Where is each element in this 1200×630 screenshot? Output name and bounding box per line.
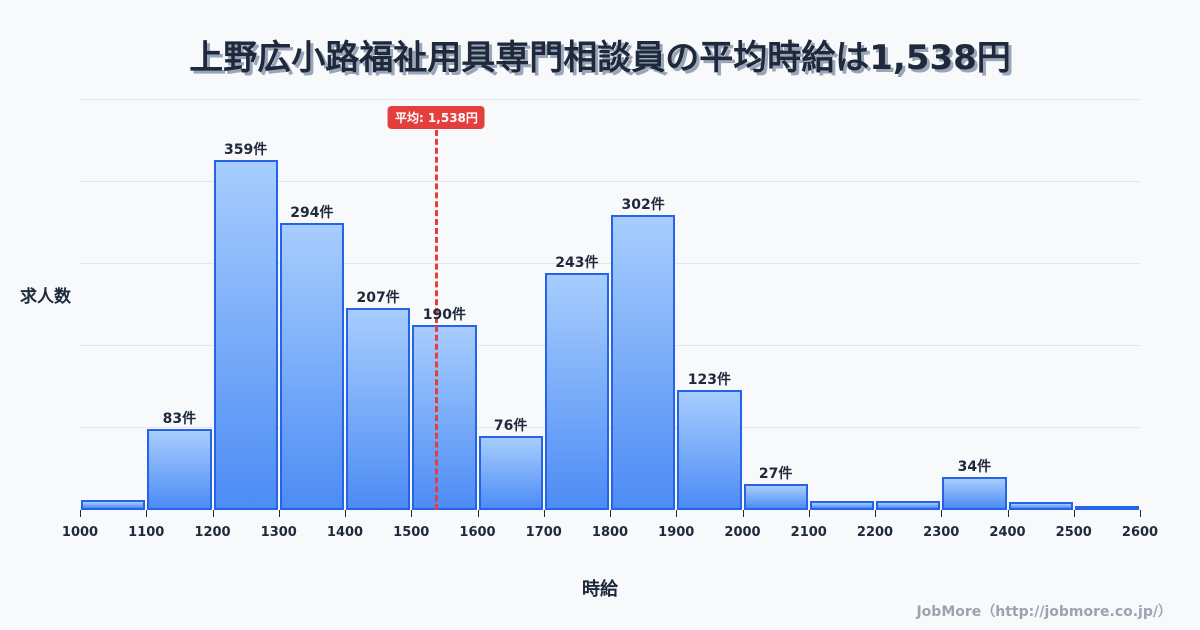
bar-value-label: 123件 xyxy=(687,371,731,388)
gridline xyxy=(80,345,1140,346)
histogram-bar xyxy=(412,324,477,510)
histogram-bar xyxy=(478,435,543,510)
x-tick-label: 2200 xyxy=(856,525,894,540)
source-credit: JobMore（http://jobmore.co.jp/） xyxy=(916,604,1172,620)
bar-value-label: 83件 xyxy=(162,410,197,427)
x-tick xyxy=(80,510,81,517)
x-tick-label: 1700 xyxy=(525,525,562,540)
x-tick xyxy=(146,510,148,517)
x-tick xyxy=(1007,510,1009,517)
gridline xyxy=(80,181,1140,182)
x-tick-label: 2400 xyxy=(989,525,1026,540)
bar-value-label: 190件 xyxy=(422,306,466,323)
x-tick-label: 1600 xyxy=(459,525,496,540)
bar-value-label: 359件 xyxy=(224,141,268,158)
y-axis-label: 求人数 xyxy=(20,287,71,307)
x-tick xyxy=(808,510,810,517)
x-tick-label: 1100 xyxy=(128,525,165,540)
gridline xyxy=(80,427,1140,428)
x-tick-label: 1900 xyxy=(658,525,695,540)
x-tick xyxy=(345,510,346,517)
histogram-bar xyxy=(611,215,676,510)
x-tick xyxy=(477,510,479,517)
x-axis: 1000 1100 1200 1300 1400 1500 1600 1700 1800 1900… xyxy=(62,510,1158,540)
x-tick-label: 1200 xyxy=(194,525,231,540)
bar-value-label: 27件 xyxy=(758,465,793,482)
mean-line xyxy=(434,130,438,510)
x-tick xyxy=(676,510,678,517)
x-tick-label: 2100 xyxy=(790,525,827,540)
bar-value-label: 207件 xyxy=(356,289,400,306)
histogram-bar xyxy=(147,428,212,510)
histogram-bar xyxy=(809,501,874,510)
histogram-bar xyxy=(1074,506,1139,510)
histogram-bar xyxy=(743,483,808,510)
histogram-bar xyxy=(942,476,1007,510)
x-tick xyxy=(411,510,413,517)
bar-value-label: 76件 xyxy=(493,417,528,434)
histogram-bar xyxy=(213,159,278,510)
plot-area: 83件 359件 294件 207件 190件 76件 243件 302件 123件 27件 34件… xyxy=(80,99,1140,510)
gridline xyxy=(80,99,1140,100)
x-tick xyxy=(941,510,943,517)
histogram-bar xyxy=(544,272,609,510)
bar-value-label: 302件 xyxy=(621,197,665,214)
x-tick-label: 1300 xyxy=(260,525,297,540)
mean-badge: 平均: 1,538円 xyxy=(387,106,485,129)
histogram-bar xyxy=(1008,502,1073,510)
histogram-bar xyxy=(677,389,742,510)
x-tick xyxy=(212,510,214,517)
bar-value-label: 34件 xyxy=(957,458,992,475)
chart-title: 上野広小路福祉用具専門相談員の平均時給は1,538円 xyxy=(189,38,1011,78)
gridline xyxy=(80,263,1140,264)
x-tick-label: 2600 xyxy=(1121,525,1159,540)
x-tick xyxy=(742,510,744,517)
x-tick-label: 1500 xyxy=(393,525,430,540)
x-tick xyxy=(1140,510,1141,517)
x-tick-label: 1400 xyxy=(326,525,364,540)
x-tick-label: 2500 xyxy=(1055,525,1092,540)
x-tick xyxy=(610,510,611,517)
x-tick-label: 1800 xyxy=(591,525,629,540)
x-tick xyxy=(1073,510,1075,517)
histogram-bar xyxy=(876,501,941,510)
x-tick-label: 2000 xyxy=(724,525,761,540)
bar-value-label: 294件 xyxy=(290,205,334,221)
histogram-bar xyxy=(346,307,411,510)
x-tick xyxy=(875,510,876,517)
bar-value-label: 243件 xyxy=(555,254,599,271)
x-tick xyxy=(543,510,545,517)
x-axis-label: 時給 xyxy=(582,579,618,600)
histogram-bar xyxy=(81,500,146,510)
x-tick xyxy=(278,510,280,517)
histogram-bar xyxy=(279,223,344,510)
x-tick-label: 2300 xyxy=(923,525,960,540)
x-tick-label: 1000 xyxy=(61,525,99,540)
